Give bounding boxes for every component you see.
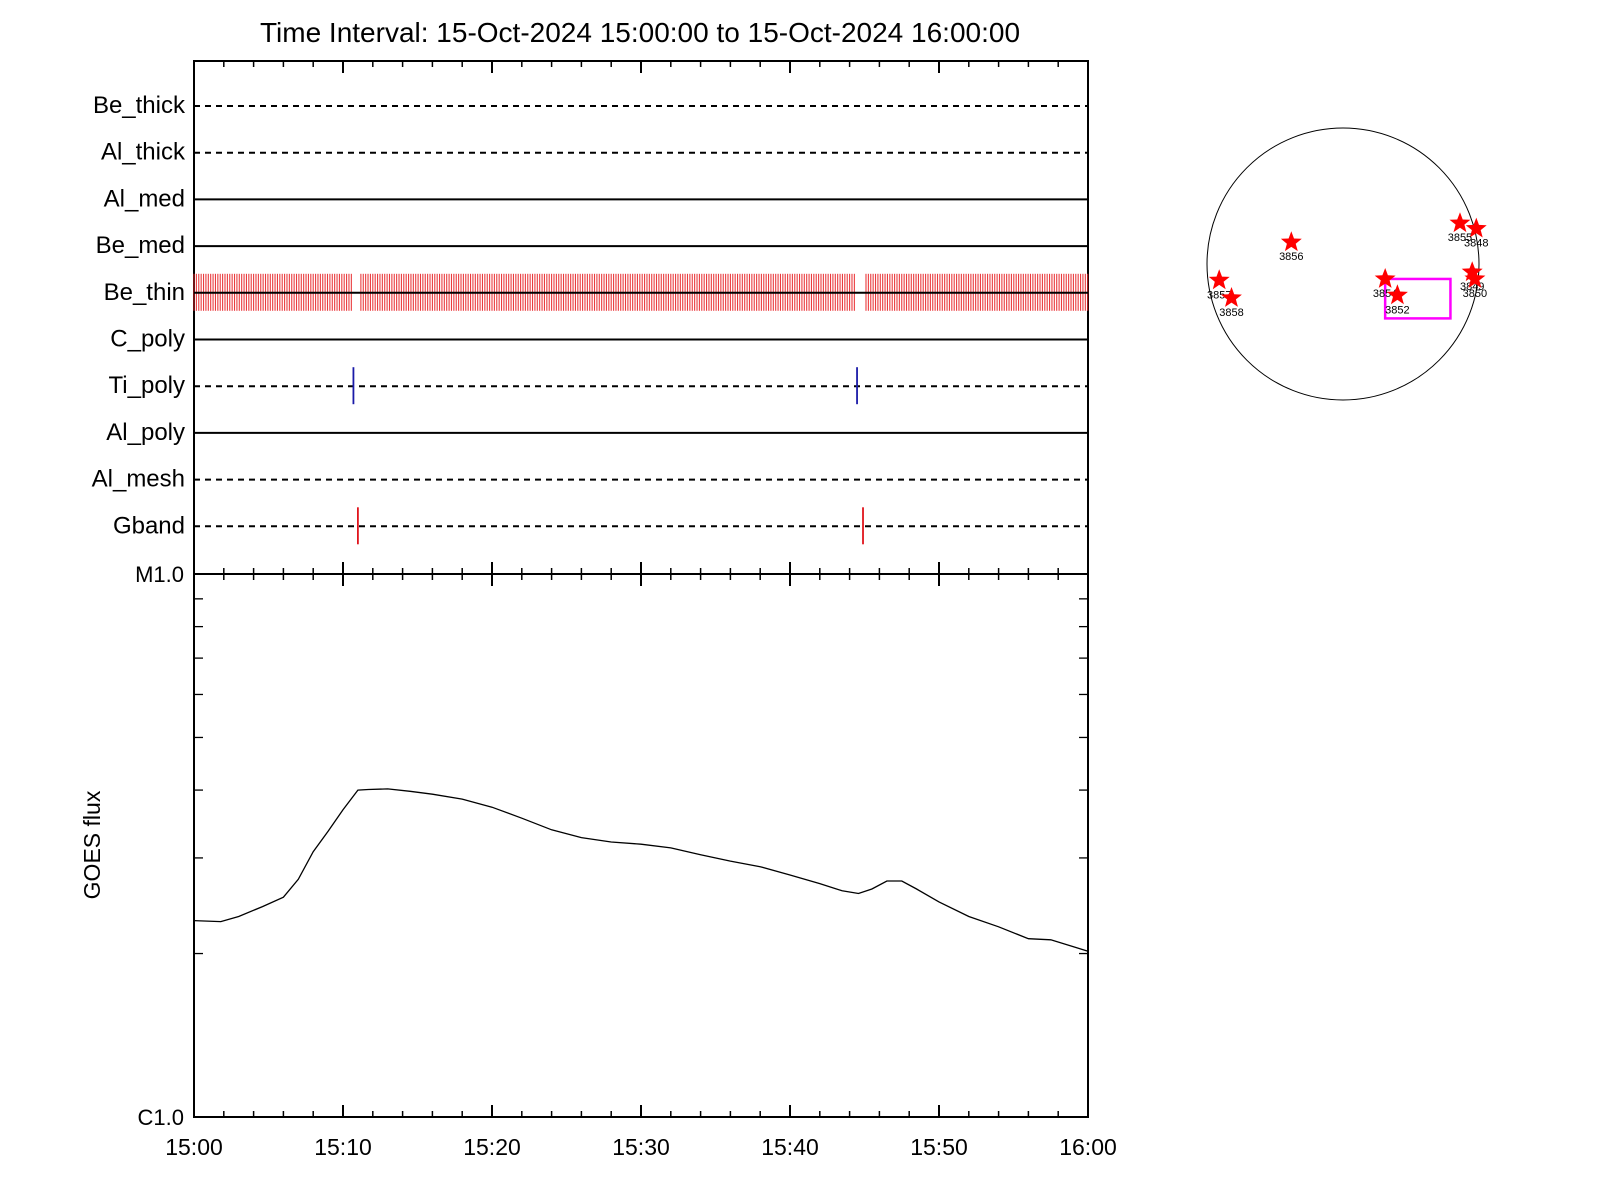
x-tick-label: 16:00 [1059, 1134, 1117, 1160]
row-label-ti_poly: Ti_poly [109, 372, 185, 399]
row-label-be_thick: Be_thick [93, 92, 186, 119]
row-label-be_med: Be_med [96, 232, 185, 259]
active-region-label: 3857 [1207, 289, 1231, 301]
active-region-star [1465, 217, 1487, 238]
active-region-star [1374, 268, 1396, 288]
active-region-label: 3848 [1464, 238, 1488, 250]
y-tick-label: C1.0 [138, 1105, 184, 1130]
active-region-star [1449, 212, 1471, 233]
active-region-label: 3852 [1385, 304, 1409, 316]
solar-limb [1206, 127, 1480, 401]
active-region-label: 3858 [1219, 307, 1243, 319]
active-region-star [1464, 268, 1486, 288]
x-tick-label: 15:10 [314, 1134, 372, 1160]
goes-flux-panel: C1.0 M1.0 GOES flux [79, 562, 1089, 1130]
row-label-al_poly: Al_poly [106, 419, 185, 446]
row-label-gband: Gband [113, 512, 185, 539]
goes-flux-line [193, 788, 1089, 952]
active-region-label: 3856 [1279, 251, 1303, 263]
goes-frame [193, 573, 1089, 1118]
row-label-al_thick: Al_thick [101, 139, 186, 166]
y-axis-label: GOES flux [79, 790, 105, 899]
x-tick-label: 15:20 [463, 1134, 521, 1160]
active-region-star [1461, 261, 1483, 282]
x-tick-label: 15:40 [761, 1134, 819, 1160]
x-tick-label: 15:50 [910, 1134, 968, 1160]
x-tick-label: 15:30 [612, 1134, 670, 1160]
row-label-c_poly: C_poly [110, 326, 185, 353]
timeline-panel: Be_thick Al_thick Al_med Be_med Be_thin C_pol… [92, 60, 1089, 575]
row-label-al_med: Al_med [104, 185, 185, 212]
active-region-label: 3855 [1448, 232, 1472, 244]
x-tick-label: 15:00 [165, 1134, 223, 1160]
active-region-star [1208, 269, 1230, 290]
active-region-star [1386, 284, 1408, 305]
active-region-star [1221, 287, 1242, 307]
active-region-star [1280, 231, 1302, 252]
fov-box [1383, 277, 1452, 320]
y-tick-label: M1.0 [135, 562, 184, 587]
row-label-be_thin: Be_thin [104, 279, 185, 306]
active-region-label: 3854 [1373, 288, 1397, 300]
row-label-al_mesh: Al_mesh [92, 466, 185, 493]
x-axis: 15:00 15:10 15:20 15:30 15:40 15:50 16:00 [165, 574, 1117, 1160]
chart-title: Time Interval: 15-Oct-2024 15:00:00 to 1… [260, 17, 1020, 48]
timeline-frame [193, 60, 1089, 575]
active-region-label: 3850 [1463, 288, 1487, 300]
